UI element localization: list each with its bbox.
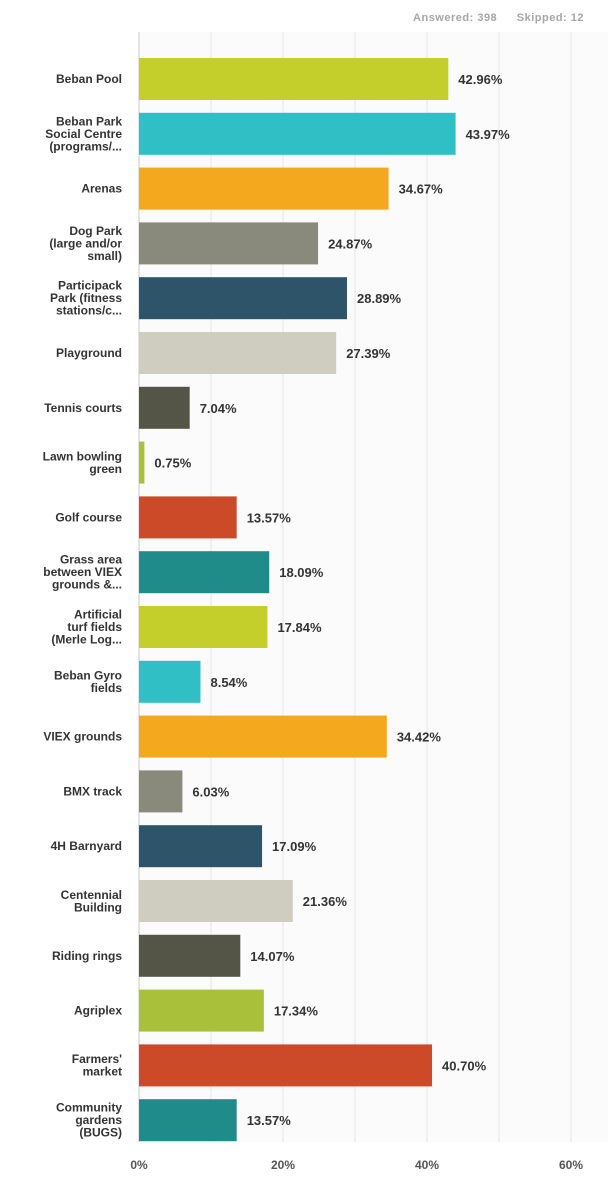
category-label: turf fields [67,620,122,634]
x-tick-label: 60% [559,1158,583,1172]
bar [139,551,270,594]
value-label: 6.03% [192,784,229,799]
bar [139,606,268,648]
answered-count: Answered: 398 [413,12,498,24]
category-label: Lawn bowling [43,449,122,463]
category-label: BMX track [63,784,122,798]
bar [139,496,237,539]
x-tick-label: 20% [271,1158,295,1172]
category-label: Golf course [55,510,122,524]
bar [139,1044,433,1087]
category-label: Riding rings [52,949,122,963]
category-label: VIEX grounds [43,730,122,744]
value-label: 13.57% [247,510,292,525]
value-label: 18.09% [279,565,324,580]
value-label: 7.04% [200,401,237,416]
category-label: Community [56,1101,122,1115]
x-tick-label: 40% [415,1158,439,1172]
bar [139,332,337,374]
category-label: (Merle Log... [51,633,122,647]
value-label: 17.34% [274,1004,319,1019]
category-label: Social Centre [45,127,122,141]
value-label: 8.54% [210,675,247,690]
response-summary: Answered: 398 Skipped: 12 [397,12,584,24]
bar [139,222,319,265]
bar [139,770,183,813]
category-label: (BUGS) [79,1126,122,1140]
category-label: Beban Gyro [54,669,122,683]
bar [139,825,263,868]
category-label: small) [87,249,122,263]
value-label: 43.97% [466,127,511,142]
category-label: between VIEX [43,565,122,579]
category-label: grounds &... [52,578,122,592]
x-axis-ticks: 0% 20% 40% 60% [130,1158,583,1172]
category-label: Dog Park [69,224,122,238]
category-label: Farmers' [72,1052,122,1066]
bar [139,880,293,922]
bar [139,989,264,1032]
value-label: 34.42% [397,730,442,745]
value-label: 40.70% [442,1058,487,1073]
value-label: 27.39% [346,346,391,361]
category-label: (programs/... [49,139,122,153]
category-label: 4H Barnyard [51,839,122,853]
bar [139,441,145,484]
value-label: 24.87% [328,236,373,251]
x-tick-label: 0% [130,1158,148,1172]
bar [139,58,449,100]
category-label: stations/c... [56,304,122,318]
bar [139,934,241,977]
bar [139,715,387,758]
category-label: Park (fitness [50,291,122,305]
value-label: 0.75% [154,456,191,471]
category-label: market [83,1065,122,1079]
value-label: 14.07% [250,949,295,964]
bar [139,167,389,210]
bar [139,1099,237,1142]
bar [139,112,456,155]
category-label: Grass area [60,553,122,567]
value-label: 42.96% [458,72,503,87]
bar [139,386,190,429]
category-label: Beban Park [56,114,122,128]
bars [139,58,456,1142]
value-label: 28.89% [357,291,402,306]
bar [139,660,201,703]
value-labels: 42.96% 43.97% 34.67% 24.87% 28.89% 27.39% 7.04… [154,72,510,1128]
category-label: Participack [58,279,122,293]
category-label: Artificial [74,608,122,622]
value-label: 17.84% [277,620,322,635]
category-label: (large and/or [49,236,122,250]
skipped-count: Skipped: 12 [516,12,584,24]
category-label: Beban Pool [56,72,122,86]
value-label: 17.09% [272,839,317,854]
grid-lines [138,32,572,1142]
value-label: 21.36% [303,894,348,909]
category-label: Arenas [81,182,122,196]
value-label: 13.57% [247,1113,292,1128]
category-label: green [89,462,122,476]
category-label: Agriplex [74,1004,122,1018]
value-label: 34.67% [399,182,444,197]
category-label: Centennial [61,888,122,902]
category-label: fields [91,681,123,695]
category-label: Playground [56,346,122,360]
category-label: Building [74,900,122,914]
bar [139,277,348,320]
category-label: gardens [75,1113,122,1127]
category-label: Tennis courts [44,401,122,415]
